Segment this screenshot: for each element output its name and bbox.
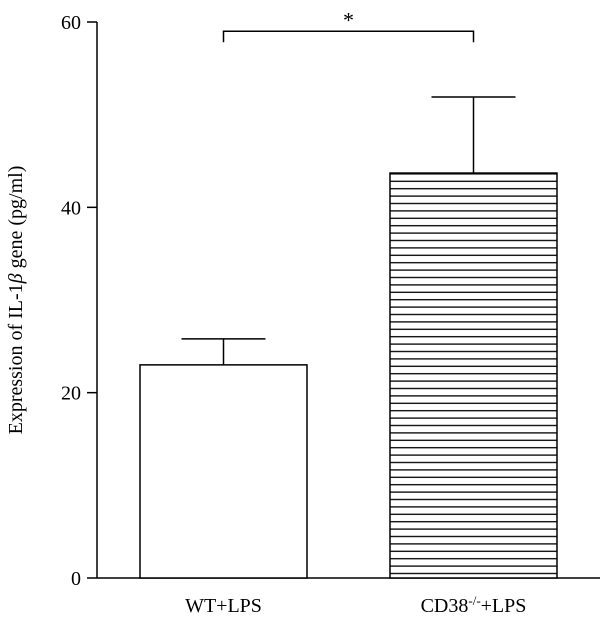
bar	[389, 172, 558, 579]
bar	[139, 364, 308, 579]
y-tick-label: 0	[71, 568, 81, 590]
y-tick-label: 40	[61, 197, 81, 219]
y-axis-title: Expression of IL-1β gene (pg/ml)	[5, 166, 27, 435]
error-bars	[181, 96, 516, 365]
bars	[139, 172, 558, 579]
x-axis: WT+LPS CD38-/-+LPS	[97, 577, 600, 618]
y-tick-label: 60	[61, 12, 81, 34]
significance-bracket-line	[222, 30, 475, 43]
y-tick-label: 20	[61, 383, 81, 405]
significance-bracket: *	[222, 7, 475, 43]
x-category-label: WT+LPS	[185, 595, 262, 617]
y-axis: 0 20 40 60	[61, 12, 98, 590]
y-axis-title-part-1: Expression of IL-1	[5, 283, 27, 434]
y-axis-title-part-2: gene (pg/ml)	[5, 166, 27, 274]
y-axis-title-beta: β	[5, 273, 27, 284]
significance-marker: *	[343, 7, 354, 32]
x-category-label: CD38-/-+LPS	[421, 593, 527, 618]
